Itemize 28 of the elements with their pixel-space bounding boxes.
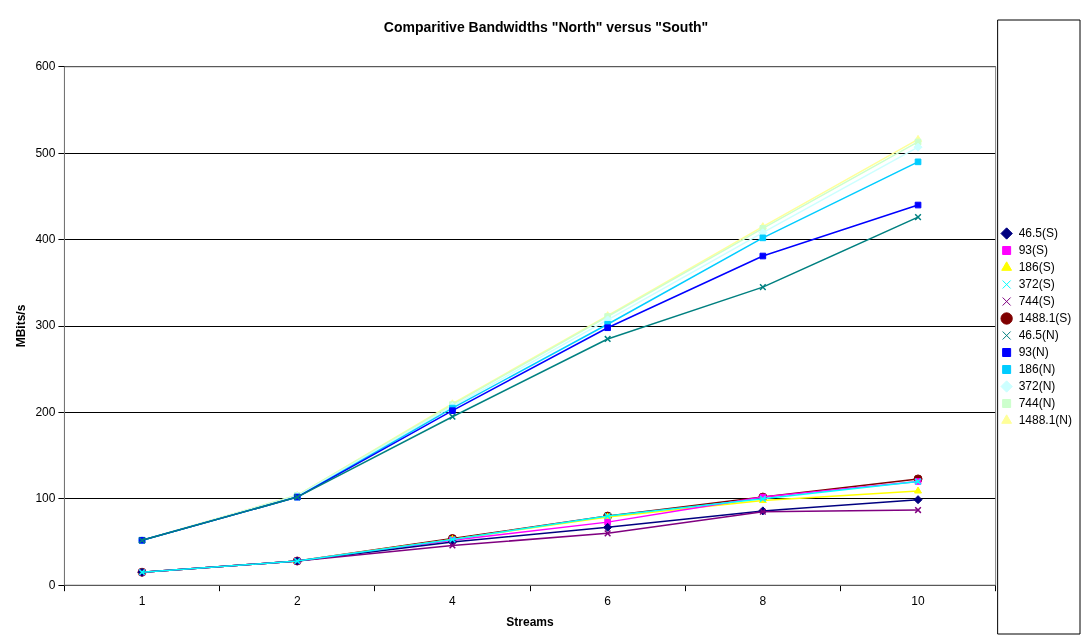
legend-label: 1488.1(S): [1018, 310, 1072, 325]
y-tick-label: 200: [35, 404, 56, 419]
x-tick-label: 1: [138, 593, 146, 608]
legend-label: 186(N): [1018, 361, 1056, 376]
y-tick-label: 100: [35, 491, 56, 506]
x-tick-label: 4: [449, 593, 457, 608]
y-tick-label: 500: [35, 145, 56, 160]
x-axis-title: Streams: [506, 615, 555, 630]
legend-label: 93(N): [1018, 344, 1049, 359]
legend-label: 744(N): [1018, 395, 1056, 410]
x-tick-label: 8: [759, 593, 767, 608]
legend-label: 46.5(N): [1018, 327, 1059, 342]
y-axis-title: MBits/s: [13, 304, 28, 348]
legend-label: 46.5(S): [1018, 225, 1058, 240]
y-tick-label: 400: [35, 231, 56, 246]
legend-label: 372(S): [1018, 276, 1055, 291]
legend-label: 1488.1(N): [1018, 412, 1073, 427]
x-tick-label: 2: [293, 593, 301, 608]
y-tick-label: 0: [48, 577, 56, 592]
y-tick-label: 600: [35, 59, 56, 74]
chart-title: Comparitive Bandwidths "North" versus "South": [383, 19, 709, 36]
legend-label: 372(N): [1018, 378, 1056, 393]
y-tick-label: 300: [35, 318, 56, 333]
legend-label: 186(S): [1018, 259, 1055, 274]
x-tick-label: 6: [604, 593, 612, 608]
x-tick-label: 10: [911, 593, 926, 608]
legend-label: 93(S): [1018, 242, 1048, 257]
legend-label: 744(S): [1018, 293, 1055, 308]
